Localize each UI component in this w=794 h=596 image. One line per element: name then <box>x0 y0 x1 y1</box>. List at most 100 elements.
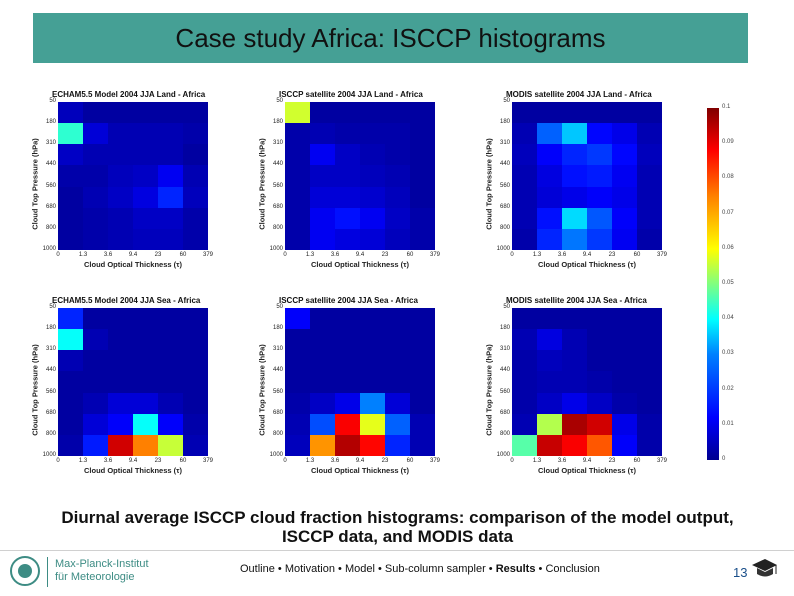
heatmap-cell <box>83 434 108 456</box>
colorbar-tick-label: 0.02 <box>722 385 734 392</box>
heatmap-cell <box>83 144 108 166</box>
heatmap-cell <box>385 350 410 372</box>
heatmap-cell <box>637 371 662 393</box>
heatmap-cell <box>158 123 183 145</box>
heatmap-cell <box>335 392 360 414</box>
x-tick-label: 0 <box>283 458 287 464</box>
heatmap-cell <box>133 329 158 351</box>
heatmap-cell <box>108 413 133 435</box>
heatmap-cell <box>587 413 612 435</box>
heatmap-cell <box>310 329 335 351</box>
heatmap-grid <box>58 102 208 250</box>
heatmap-cell <box>310 371 335 393</box>
heatmap-cell <box>562 123 587 145</box>
y-tick-label: 560 <box>272 182 283 189</box>
x-tick-label: 3.6 <box>330 252 340 258</box>
heatmap-cell <box>83 413 108 435</box>
heatmap-cell <box>562 371 587 393</box>
heatmap-cell <box>133 102 158 124</box>
heatmap-cell <box>108 392 133 414</box>
nav-separator: • <box>535 563 546 575</box>
heatmap-cell <box>512 144 537 166</box>
nav-separator: • <box>485 563 496 575</box>
x-tick-label: 23 <box>154 458 162 464</box>
heatmap-cell <box>83 165 108 187</box>
x-tick-label: 23 <box>608 458 616 464</box>
heatmap-cell <box>58 144 83 166</box>
x-tick-label: 379 <box>656 458 667 464</box>
nav-item[interactable]: Sub-column sampler <box>384 563 486 575</box>
x-axis-label: Cloud Optical Thickness (τ) <box>538 260 636 269</box>
heatmap-cell <box>637 413 662 435</box>
y-tick-label: 680 <box>499 203 510 210</box>
y-tick-label: 680 <box>499 409 510 416</box>
heatmap-cell <box>285 434 310 456</box>
x-tick-label: 379 <box>656 252 667 258</box>
x-tick-label: 3.6 <box>557 458 567 464</box>
heatmap-cell <box>133 413 158 435</box>
nav-item[interactable]: Results <box>495 563 536 575</box>
heatmap-cell <box>512 123 537 145</box>
colorbar-tick-label: 0.03 <box>722 350 734 357</box>
nav-item[interactable]: Model <box>344 563 375 575</box>
heatmap-cell <box>158 228 183 250</box>
nav-item[interactable]: Motivation <box>284 563 335 575</box>
y-tick-label: 50 <box>49 98 56 104</box>
heatmap-grid <box>58 308 208 456</box>
x-tick-label: 60 <box>406 252 414 258</box>
nav-item[interactable]: Conclusion <box>545 563 600 575</box>
heatmap-cell <box>410 350 435 372</box>
heatmap-cell <box>285 123 310 145</box>
x-axis-label: Cloud Optical Thickness (τ) <box>84 260 182 269</box>
panel-title: ISCCP satellite 2004 JJA Sea - Africa <box>279 296 418 305</box>
heatmap-cell <box>310 102 335 124</box>
heatmap-cell <box>285 371 310 393</box>
heatmap-cell <box>158 434 183 456</box>
heatmap-cell <box>310 350 335 372</box>
x-tick-label: 23 <box>381 252 389 258</box>
heatmap-cell <box>335 413 360 435</box>
heatmap-cell <box>158 392 183 414</box>
heatmap-cell <box>360 102 385 124</box>
heatmap-cell <box>360 308 385 330</box>
heatmap-cell <box>133 228 158 250</box>
heatmap-cell <box>183 350 208 372</box>
x-tick-label: 60 <box>406 458 414 464</box>
x-tick-label: 9.4 <box>582 252 592 258</box>
x-tick-label: 23 <box>154 252 162 258</box>
graduation-cap-icon <box>752 559 777 577</box>
heatmap-cell <box>612 350 637 372</box>
heatmap-cell <box>385 144 410 166</box>
heatmap-cell <box>158 308 183 330</box>
y-tick-label: 180 <box>499 119 510 126</box>
logo-divider <box>47 557 48 587</box>
heatmap-cell <box>612 308 637 330</box>
x-tick-label: 3.6 <box>330 458 340 464</box>
heatmap-cell <box>133 165 158 187</box>
heatmap-cell <box>335 329 360 351</box>
heatmap-cell <box>537 308 562 330</box>
heatmap-cell <box>108 207 133 229</box>
x-axis-label: Cloud Optical Thickness (τ) <box>311 466 409 475</box>
heatmap-cell <box>512 228 537 250</box>
heatmap-cell <box>360 186 385 208</box>
heatmap-cell <box>83 102 108 124</box>
heatmap-cell <box>562 392 587 414</box>
mpi-logo-icon <box>10 556 40 586</box>
heatmap-cell <box>285 207 310 229</box>
heatmap-cell <box>512 329 537 351</box>
heatmap-cell <box>385 392 410 414</box>
histogram-panel: ECHAM5.5 Model 2004 JJA Sea - Africa Clou… <box>30 296 230 486</box>
heatmap-cell <box>183 434 208 456</box>
heatmap-cell <box>512 371 537 393</box>
heatmap-cell <box>183 392 208 414</box>
heatmap-cell <box>512 186 537 208</box>
nav-item[interactable]: Outline <box>240 563 275 575</box>
heatmap-cell <box>410 123 435 145</box>
colorbar-tick-label: 0.1 <box>722 104 731 110</box>
heatmap-cell <box>410 165 435 187</box>
colorbar <box>707 108 719 460</box>
x-axis-label: Cloud Optical Thickness (τ) <box>538 466 636 475</box>
heatmap-cell <box>562 207 587 229</box>
y-tick-label: 560 <box>45 388 56 395</box>
